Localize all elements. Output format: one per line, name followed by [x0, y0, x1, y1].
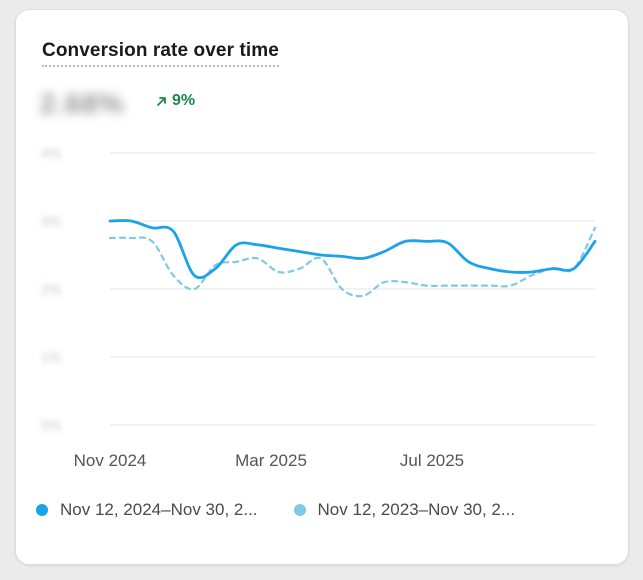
- delta-badge: 9%: [156, 92, 195, 110]
- arrow-up-right-icon: [157, 97, 166, 106]
- line-chart: 4% 3% 2% 1% 0% Nov 2024 Mar 2025 Jul 2025: [41, 145, 597, 470]
- metric-value: 2.68%: [40, 88, 125, 119]
- y-tick-label: 0%: [41, 417, 61, 433]
- delta-value: 9%: [172, 92, 196, 109]
- chart-legend: Nov 12, 2024–Nov 30, 2... Nov 12, 2023–N…: [36, 500, 515, 520]
- x-tick-label: Nov 2024: [74, 451, 147, 470]
- legend-swatch-previous: [293, 504, 306, 516]
- legend-item-previous[interactable]: Nov 12, 2023–Nov 30, 2...: [293, 500, 516, 520]
- y-tick-label: 4%: [41, 145, 61, 161]
- y-tick-label: 3%: [41, 213, 61, 229]
- y-tick-label: 2%: [41, 281, 61, 297]
- y-tick-label: 1%: [41, 349, 61, 365]
- legend-label-current: Nov 12, 2024–Nov 30, 2...: [60, 500, 258, 519]
- conversion-rate-card: Conversion rate over time 2.68% 9%: [15, 9, 629, 565]
- metric-value-box: 2.68%: [40, 84, 144, 124]
- series-line-previous: [108, 226, 597, 298]
- card-title[interactable]: Conversion rate over time: [42, 40, 279, 67]
- legend-item-current[interactable]: Nov 12, 2024–Nov 30, 2...: [36, 500, 258, 520]
- series-line-current: [108, 219, 597, 280]
- legend-label-previous: Nov 12, 2023–Nov 30, 2...: [317, 500, 516, 519]
- legend-swatch-current: [36, 504, 48, 516]
- x-tick-label: Mar 2025: [235, 451, 307, 470]
- x-tick-label: Jul 2025: [400, 451, 464, 470]
